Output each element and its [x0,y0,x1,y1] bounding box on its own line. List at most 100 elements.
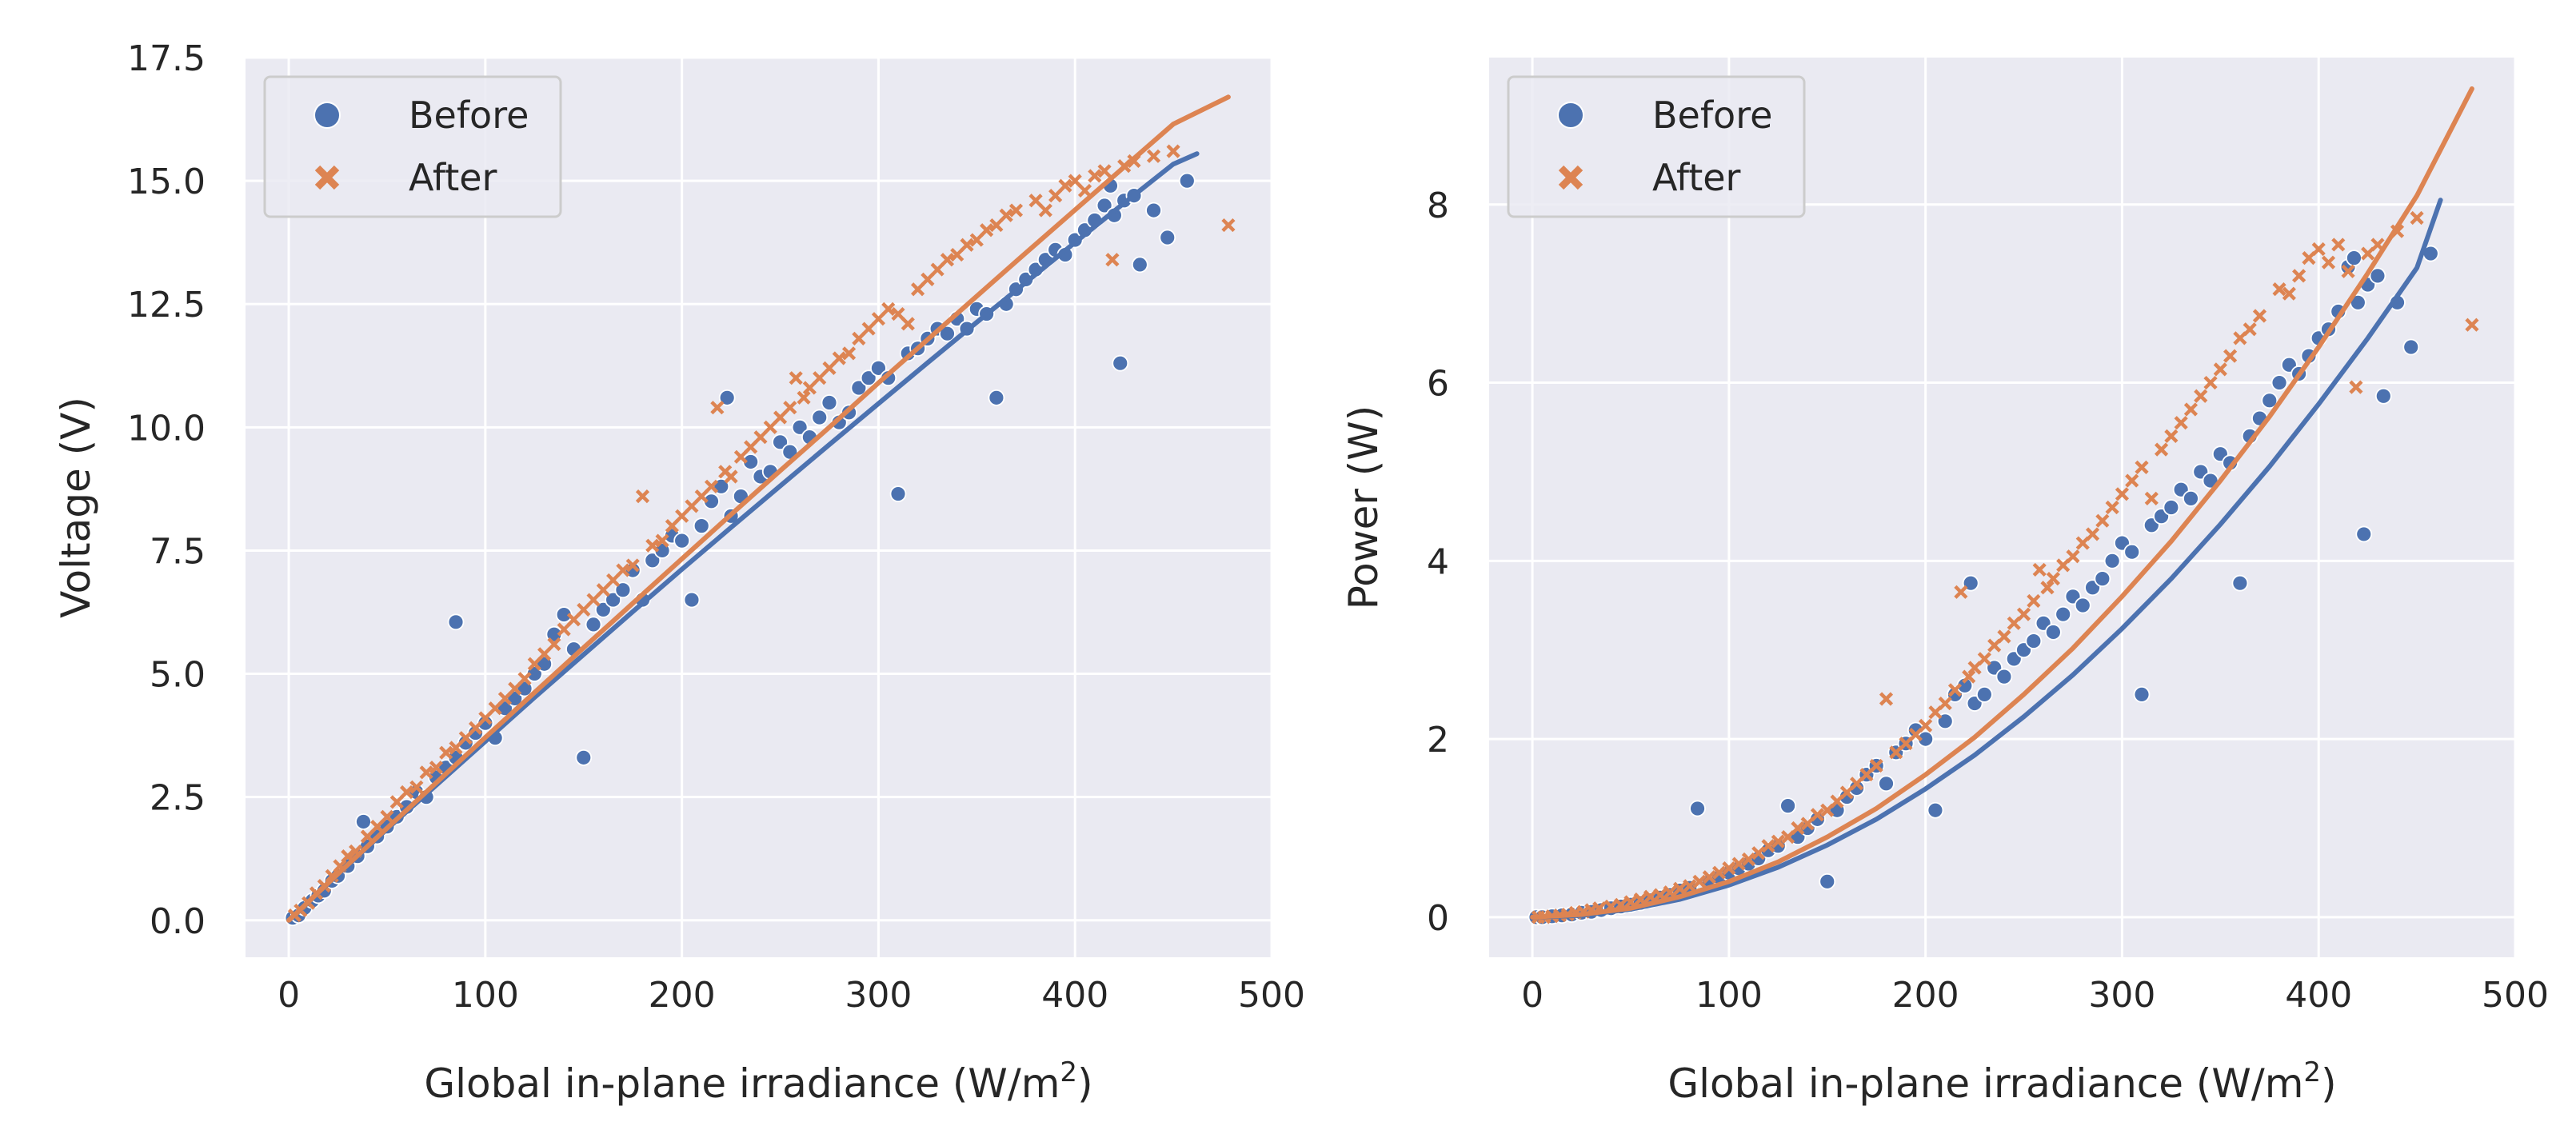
x-tick-label: 400 [2285,975,2352,1016]
data-point-before [1975,686,1993,703]
data-point-after [1097,164,1112,178]
y-tick-label: 8 [1427,186,1449,226]
y-tick-label: 10.0 [127,408,206,449]
data-point-after [497,691,513,705]
data-point-before [821,394,838,411]
data-point-after [645,538,660,553]
data-point-after [1731,856,1746,871]
y-tick-label: 15.0 [127,162,206,202]
data-point-after [2144,491,2159,505]
data-point-after [2105,500,2119,515]
data-point-before [2133,686,2151,703]
data-point-after [773,410,788,425]
data-point-after [930,262,945,277]
x-tick-label: 500 [1238,975,1305,1016]
left-chart: 0 100 200 300 400 500 0.0 2.5 5.0 7.5 10.0 12.5 15.0… [53,38,1305,1107]
data-point-before [673,532,691,549]
data-point-after [2066,549,2080,564]
data-point-before [1927,801,1944,819]
data-point-after [1711,865,1727,880]
legend-label: After [1652,156,1741,199]
data-point-after [2046,572,2060,586]
data-point-after [950,247,965,262]
data-point-after [1702,870,1716,884]
data-point-after [625,558,640,573]
data-point-after [881,301,896,316]
fit-line-after [1530,86,2474,920]
data-point-before [2346,250,2362,267]
data-point-before [2094,570,2111,588]
data-point-after [733,449,748,464]
data-point-before [2369,267,2386,285]
data-point-after [1105,253,1120,267]
y-tick-label: 5.0 [150,655,206,696]
data-point-before [1689,800,1706,817]
data-point-after [2194,389,2208,403]
data-point-after [2341,264,2355,278]
data-point-after [2135,460,2149,474]
fit-line-before [1530,198,2443,920]
data-point-after [1221,218,1236,233]
data-point-before [683,591,701,609]
data-point-after [2154,442,2169,457]
data-point-before [2074,597,2091,614]
data-point-before [2261,392,2278,409]
data-point-after [832,351,846,365]
data-point-after [822,361,837,375]
data-point-after [1947,683,1963,697]
legend-circle-marker [1557,102,1584,129]
data-point-after [1146,149,1161,163]
data-point-before [2163,499,2180,516]
data-point-after [789,371,803,385]
data-point-after [694,489,709,504]
data-point-after [1928,705,1943,720]
data-point-before [467,725,484,741]
data-point-after [1722,861,1736,876]
data-point-after [783,401,797,415]
data-point-after [2125,473,2139,488]
data-point-after [419,765,433,780]
data-point-after [1938,696,1952,711]
data-point-after [999,208,1013,222]
data-point-after [910,282,925,297]
data-layer [1528,86,2479,926]
data-point-after [901,317,915,331]
data-point-after [2016,607,2031,621]
data-point-after [1780,830,1795,845]
data-point-after [2164,429,2179,443]
data-point-after [797,390,811,405]
data-point-after [665,519,679,533]
legend-circle-marker [314,102,341,129]
data-point-after [852,331,866,345]
legend-label: After [409,156,497,199]
data-point-before [718,389,736,406]
data-layer [284,94,1236,927]
data-point-after [1038,203,1052,218]
data-point-before [2123,543,2141,561]
x-tick-label: 100 [452,975,519,1016]
data-point-after [763,420,777,434]
data-point-before [614,581,632,599]
y-tick-label: 2 [1427,720,1449,761]
data-point-after [547,637,561,652]
data-point-after [1672,881,1687,896]
x-tick-label: 200 [1892,975,1959,1016]
data-point-after [2095,513,2110,528]
data-point-after [2027,593,2041,609]
data-point-after [1077,183,1092,198]
data-point-after [2203,375,2218,390]
data-point-after [1741,852,1756,867]
data-point-after [753,430,768,445]
data-point-before [693,517,710,535]
legend-label: Before [1652,94,1772,137]
legend-label: Before [409,94,529,137]
data-point-after [2302,251,2316,266]
x-tick-label: 300 [2088,975,2155,1016]
data-point-after [2183,402,2199,417]
data-point-after [1850,777,1864,791]
data-point-after [1068,174,1082,188]
data-point-after [2032,562,2047,577]
data-point-after [1954,585,1968,599]
data-point-before [703,493,720,510]
data-point-before [1096,197,1113,214]
